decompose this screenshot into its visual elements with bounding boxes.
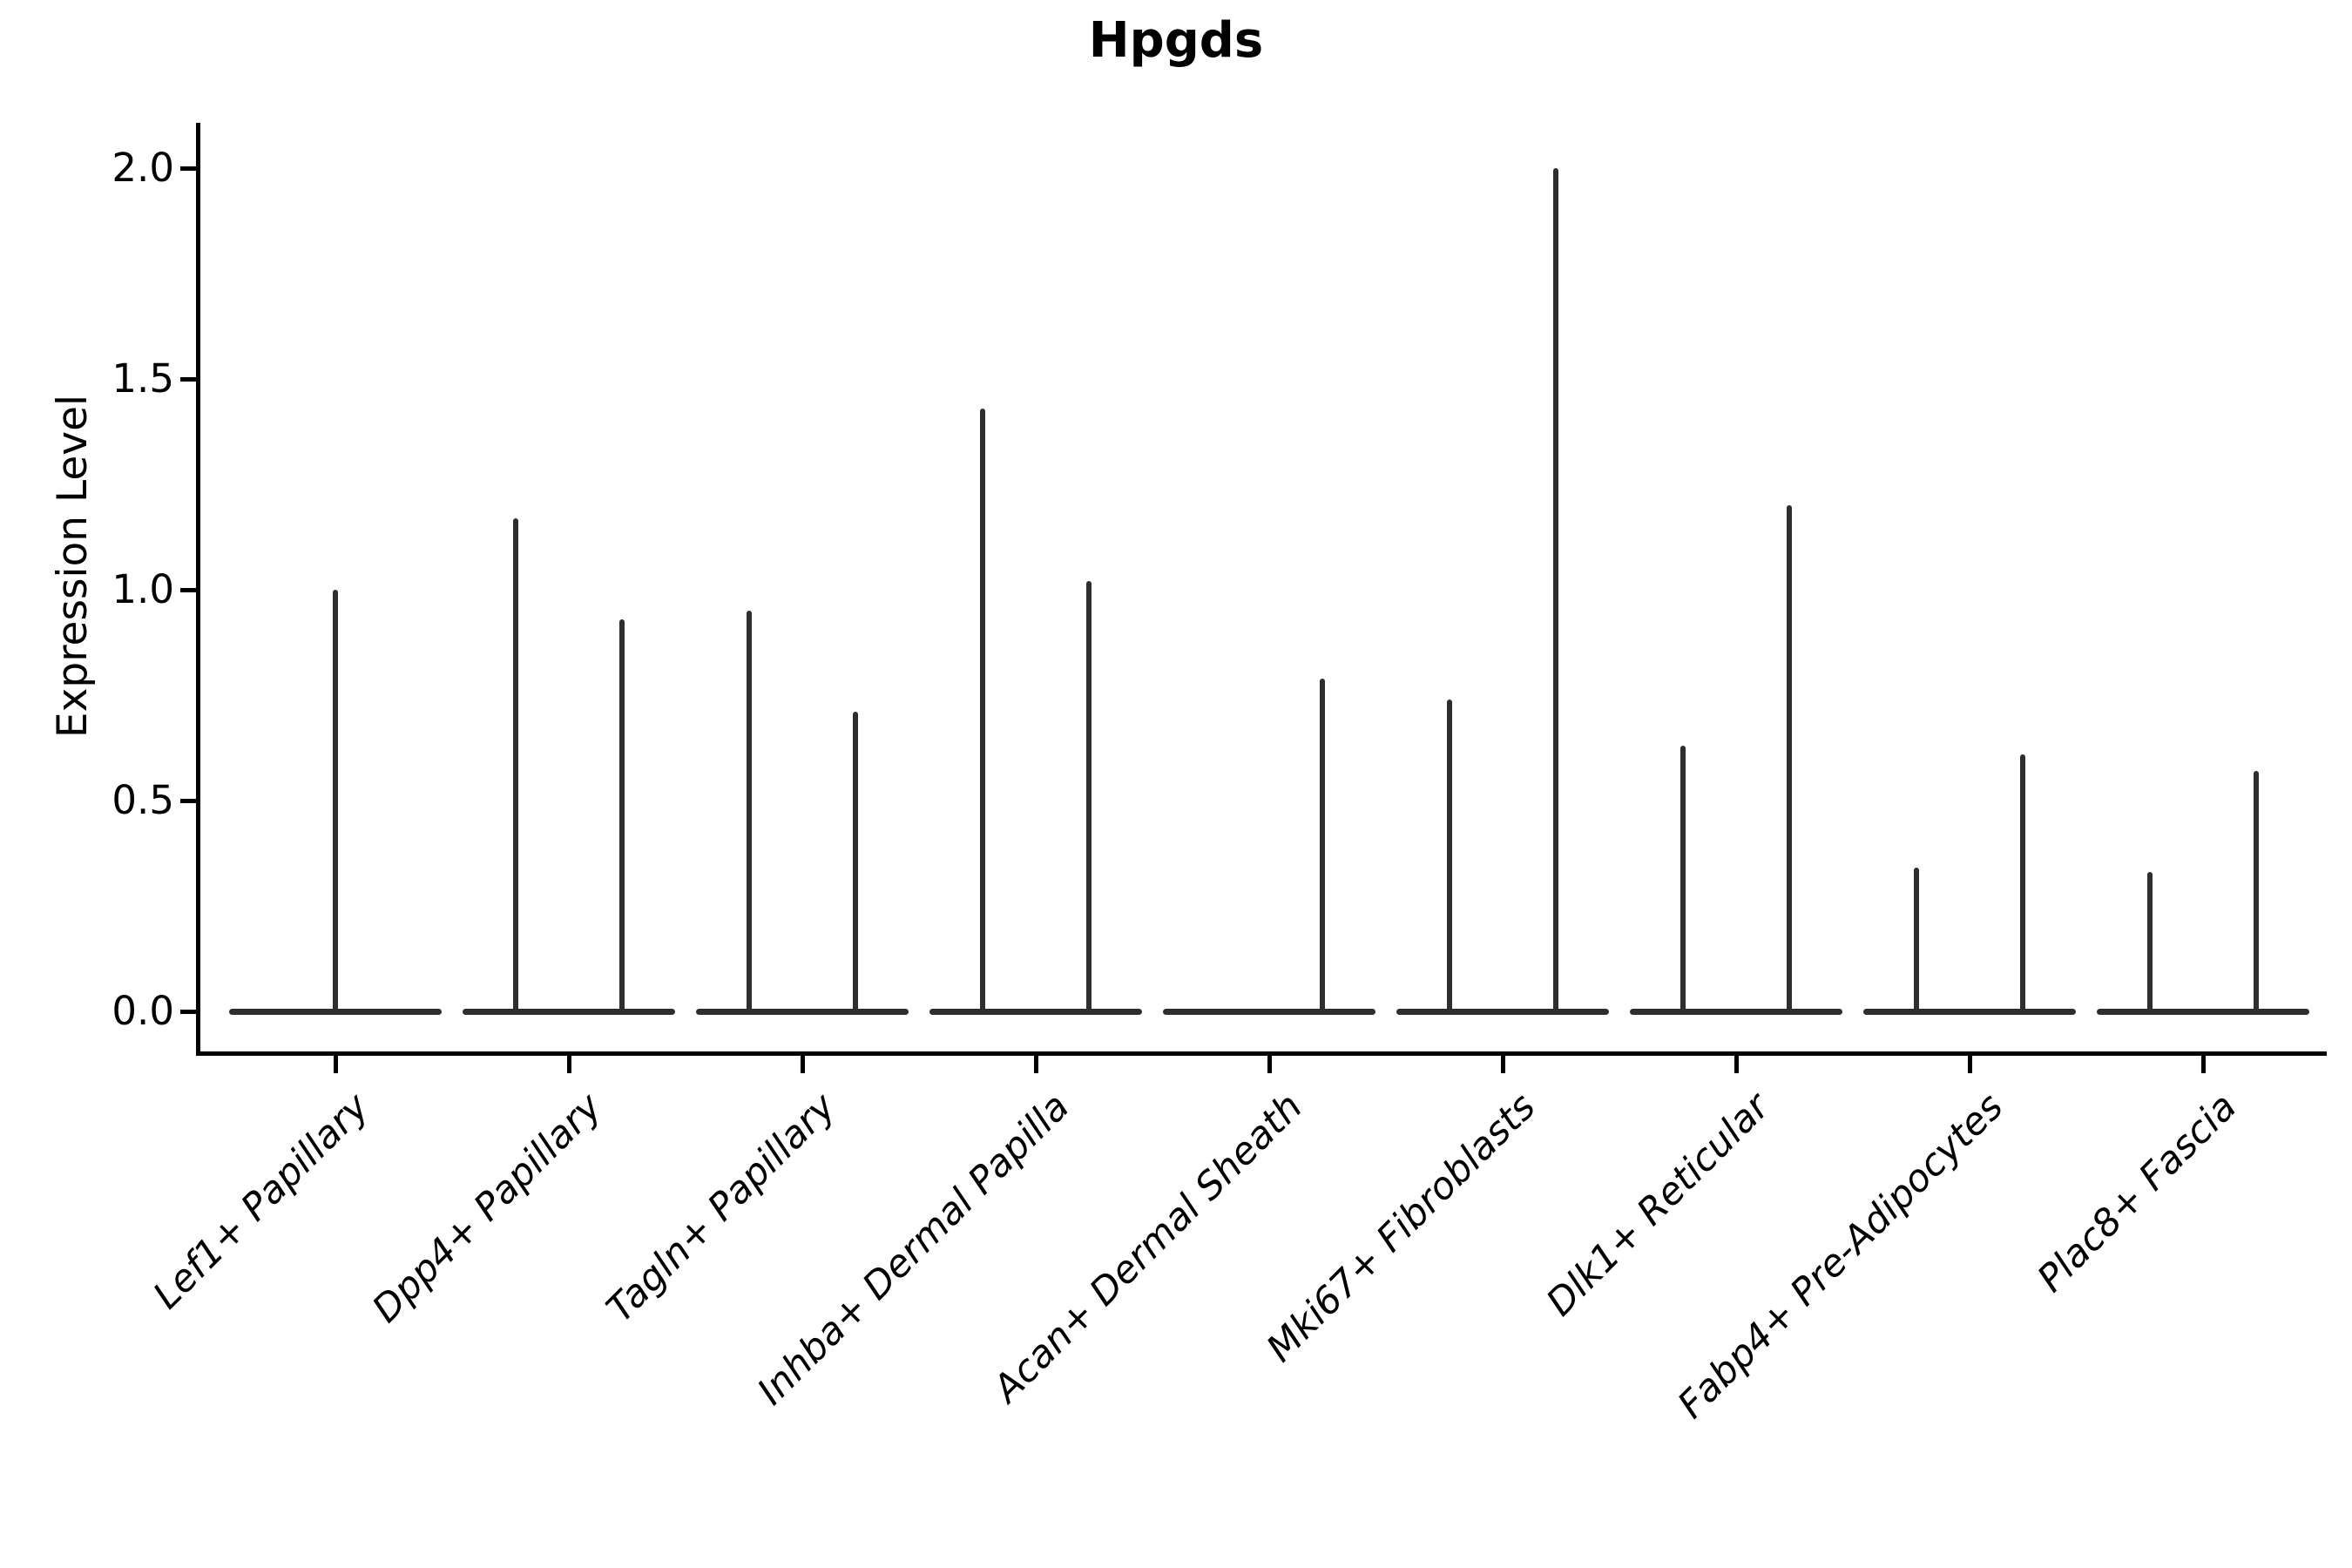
plot-title: Hpgds xyxy=(1088,12,1264,69)
violin-base xyxy=(1863,1008,2076,1015)
violin-base xyxy=(1630,1008,1842,1015)
x-tick-label: Mki67+ Fibroblasts xyxy=(1259,1085,1544,1371)
y-tick-label: 0.0 xyxy=(112,988,174,1034)
violin-spike xyxy=(853,712,858,1011)
violin-spike xyxy=(619,618,625,1011)
violin-spike xyxy=(747,611,752,1011)
y-tick-label: 1.5 xyxy=(112,355,174,402)
violin-base xyxy=(229,1008,442,1015)
x-tick-mark xyxy=(1967,1053,1972,1073)
x-tick-mark xyxy=(566,1053,571,1073)
y-tick-mark xyxy=(180,798,196,803)
violin-base xyxy=(2097,1008,2309,1015)
y-tick-mark xyxy=(180,376,196,382)
violin-spike xyxy=(980,408,985,1011)
y-axis-spine xyxy=(196,123,200,1053)
violin-base xyxy=(1163,1008,1375,1015)
x-tick-mark xyxy=(2200,1053,2206,1073)
x-tick-label: Dlk1+ Reticular xyxy=(1538,1085,1778,1325)
violin-spike xyxy=(1447,699,1452,1011)
x-tick-mark xyxy=(1734,1053,1739,1073)
x-tick-mark xyxy=(800,1053,805,1073)
violin-spike xyxy=(2020,754,2025,1011)
y-tick-label: 2.0 xyxy=(112,145,174,191)
y-tick-label: 0.5 xyxy=(112,777,174,823)
x-tick-mark xyxy=(1267,1053,1272,1073)
x-tick-label: Tagln+ Papillary xyxy=(598,1085,844,1331)
violin-base xyxy=(1396,1008,1609,1015)
violin-base xyxy=(929,1008,1142,1015)
violin-base xyxy=(696,1008,909,1015)
y-tick-mark xyxy=(180,587,196,592)
violin-spike xyxy=(1086,581,1092,1011)
x-tick-label: Plac8+ Fascia xyxy=(2029,1085,2245,1301)
violin-base xyxy=(463,1008,675,1015)
x-tick-mark xyxy=(1033,1053,1038,1073)
violin-spike xyxy=(1320,678,1325,1011)
x-axis-spine xyxy=(196,1051,2327,1056)
x-tick-mark xyxy=(333,1053,338,1073)
y-tick-label: 1.0 xyxy=(112,566,174,612)
x-tick-mark xyxy=(1500,1053,1505,1073)
violin-spike xyxy=(1914,868,1919,1011)
violin-spike xyxy=(2254,771,2259,1011)
y-tick-mark xyxy=(180,166,196,171)
x-tick-label: Lef1+ Papillary xyxy=(145,1085,377,1318)
violin-spike xyxy=(1787,505,1792,1011)
violin-spike xyxy=(1553,168,1558,1011)
violin-spike xyxy=(513,517,518,1011)
violin-spike xyxy=(1680,746,1686,1011)
y-tick-mark xyxy=(180,1009,196,1014)
violin-spike xyxy=(333,590,338,1011)
x-tick-label: Dpp4+ Papillary xyxy=(364,1085,611,1332)
violin-spike xyxy=(2147,872,2153,1011)
